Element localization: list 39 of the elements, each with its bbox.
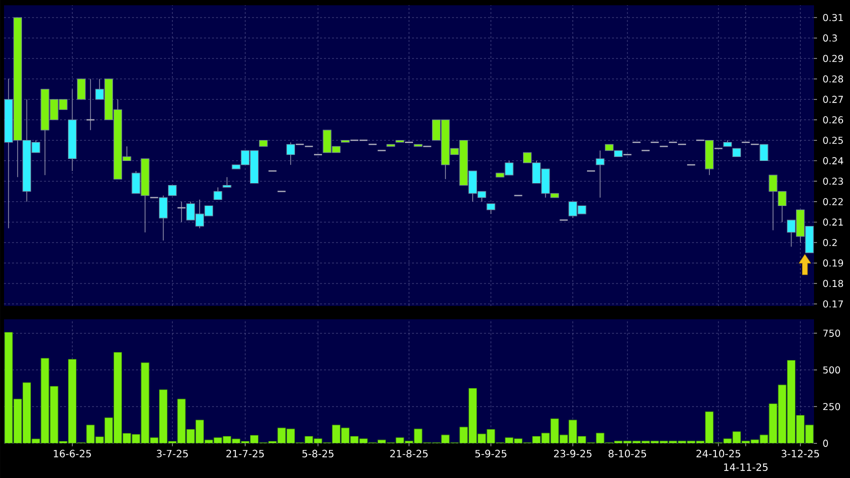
- y-tick-label: 0.27: [823, 96, 843, 103]
- y-tick-label: 750: [823, 330, 840, 337]
- x-tick-label: 3-7-25: [156, 450, 188, 458]
- y-tick-label: 0.26: [823, 116, 844, 124]
- y-tick-label: 0.31: [823, 14, 843, 22]
- x-tick-label: 14-11-25: [724, 463, 768, 471]
- x-tick-label: 3-12-25: [782, 450, 819, 458]
- y-tick-label: 0: [823, 440, 828, 447]
- candlestick: [760, 144, 768, 162]
- y-tick-label: 0.23: [823, 178, 843, 185]
- x-tick-label: 8-10-25: [608, 450, 646, 458]
- x-tick-label: 5-8-25: [302, 450, 334, 458]
- candlestick: [168, 185, 177, 196]
- y-tick-label: 0.25: [823, 136, 843, 144]
- y-tick-label: 0.2: [823, 238, 837, 246]
- x-tick-label: 21-8-25: [390, 450, 428, 458]
- y-tick-label: 250: [823, 403, 840, 410]
- y-tick-label: 500: [823, 366, 840, 374]
- candlestick: [222, 176, 232, 188]
- x-tick-label: 21-7-25: [226, 450, 264, 458]
- candlestick: [77, 78, 86, 100]
- candlestick: [176, 201, 186, 222]
- x-tick-label: 24-10-25: [696, 450, 740, 458]
- candlestick: [486, 203, 496, 214]
- y-tick-label: 0.17: [823, 300, 843, 308]
- y-tick-label: 0.18: [823, 280, 844, 288]
- y-tick-label: 0.21: [823, 218, 843, 226]
- y-tick-label: 0.28: [823, 75, 844, 83]
- y-tick-label: 0.29: [823, 54, 844, 62]
- y-tick-label: 0.3: [823, 34, 837, 42]
- x-tick-label: 5-9-25: [475, 450, 506, 458]
- candlestick: [86, 78, 96, 130]
- y-tick-label: 0.22: [823, 198, 843, 206]
- candlestick: [596, 150, 604, 198]
- candlestick: [214, 186, 222, 200]
- y-tick-label: 0.19: [823, 259, 844, 267]
- x-tick-label: 16-6-25: [54, 450, 91, 458]
- x-tick-label: 23-9-25: [554, 450, 592, 458]
- y-tick-label: 0.24: [823, 157, 844, 164]
